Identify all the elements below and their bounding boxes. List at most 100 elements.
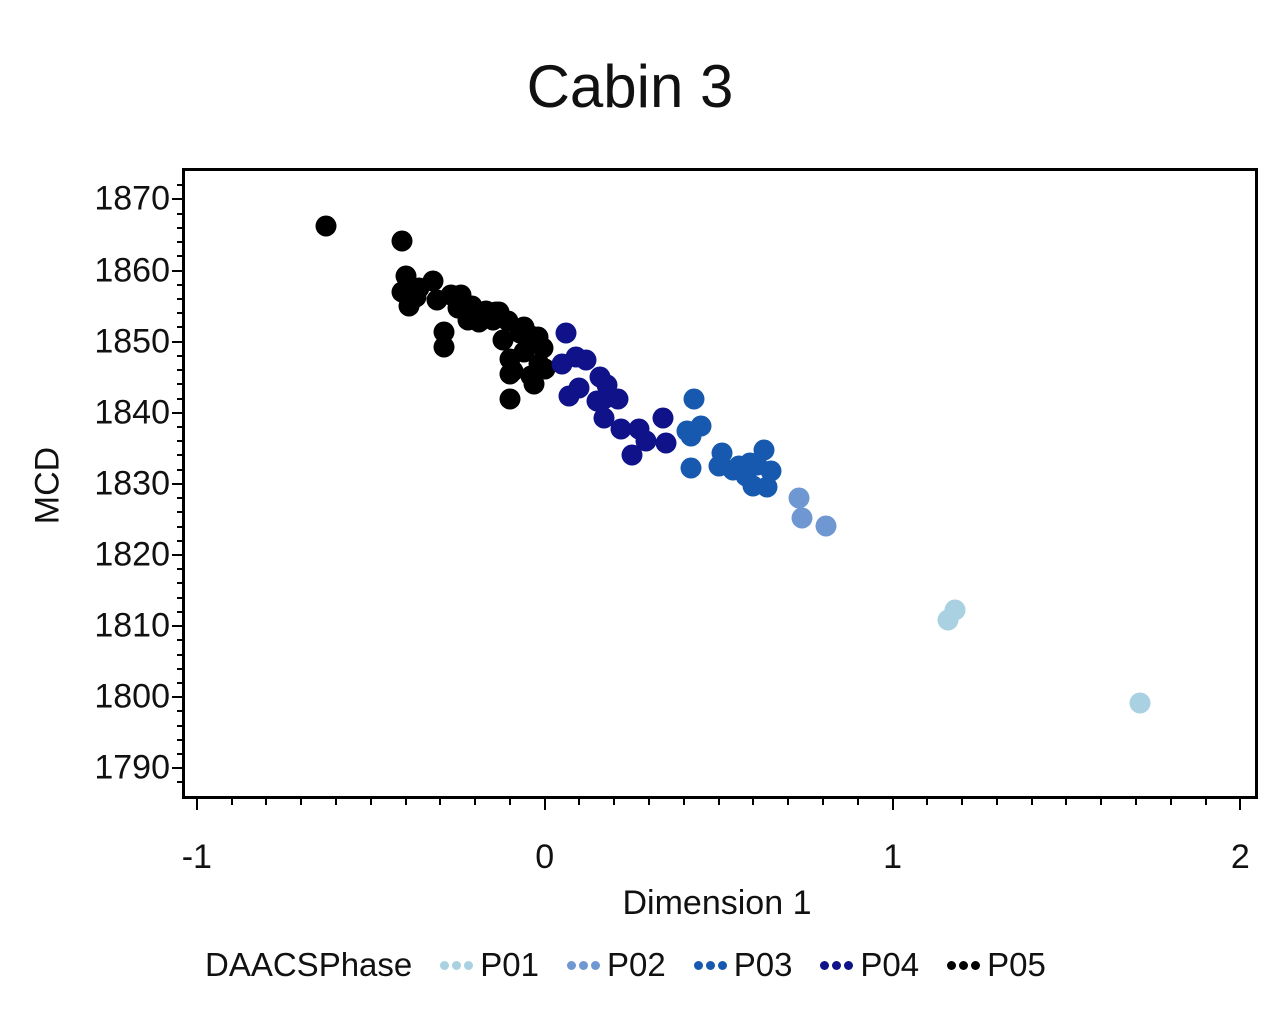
y-axis-minor-tick [177, 440, 185, 443]
x-axis-tick [1239, 796, 1242, 810]
y-axis-tick-label: 1800 [94, 677, 170, 716]
scatter-point-p04 [575, 349, 597, 371]
legend-marker-dot [844, 960, 854, 970]
x-axis-minor-tick [613, 796, 616, 805]
scatter-point-p03 [742, 475, 764, 497]
legend-entry-p02: P02 [566, 946, 666, 984]
scatter-point-p03 [680, 457, 702, 478]
x-axis-title: Dimension 1 [622, 884, 812, 922]
legend: DAACSPhase P01 P02 P03 P04 P05 [205, 946, 1046, 984]
legend-title: DAACSPhase [205, 946, 413, 983]
y-axis-minor-tick [177, 397, 185, 400]
y-axis-minor-tick [177, 639, 185, 642]
y-axis-minor-tick [177, 425, 185, 428]
legend-marker-p01 [440, 960, 474, 970]
chart-title: Cabin 3 [526, 53, 734, 120]
y-axis-minor-tick [177, 255, 185, 258]
scatter-point-p05 [532, 337, 554, 359]
legend-marker-dot [566, 960, 576, 970]
legend-label: P01 [480, 946, 539, 983]
scatter-point-p04 [610, 418, 632, 440]
y-axis-minor-tick [177, 241, 185, 244]
y-axis-minor-tick [177, 582, 185, 585]
scatter-point-p05 [523, 373, 545, 395]
y-axis-minor-tick [177, 212, 185, 215]
x-axis-minor-tick [1030, 796, 1033, 805]
x-axis-minor-tick [439, 796, 442, 805]
legend-marker-dot [832, 960, 842, 970]
x-axis-minor-tick [1100, 796, 1103, 805]
legend-marker-dot [971, 960, 981, 970]
x-axis-minor-tick [334, 796, 337, 805]
x-axis-minor-tick [961, 796, 964, 805]
x-axis-tick [543, 796, 546, 810]
scatter-point-p04 [555, 322, 577, 344]
y-axis-tick [172, 696, 185, 699]
y-axis-tick-label: 1860 [94, 251, 170, 290]
x-axis-minor-tick [578, 796, 581, 805]
x-axis-minor-tick [717, 796, 720, 805]
x-axis-minor-tick [821, 796, 824, 805]
scatter-point-p03 [739, 452, 761, 474]
y-axis-minor-tick [177, 568, 185, 571]
x-axis-minor-tick [752, 796, 755, 805]
y-axis-tick [172, 269, 185, 272]
y-axis-tick-label: 1870 [94, 179, 170, 218]
y-axis-title: MCD [28, 446, 67, 525]
y-axis-minor-tick [177, 781, 185, 784]
y-axis-minor-tick [177, 610, 185, 613]
x-axis-minor-tick [265, 796, 268, 805]
scatter-point-p04 [652, 407, 674, 429]
y-axis-tick [172, 411, 185, 414]
legend-marker-dot [693, 960, 703, 970]
y-axis-minor-tick [177, 667, 185, 670]
legend-marker-dot [717, 960, 727, 970]
x-axis-tick-label: 2 [1230, 838, 1250, 876]
y-axis-minor-tick [177, 724, 185, 727]
scatter-point-p02 [791, 507, 813, 529]
scatter-point-p03 [676, 420, 698, 442]
x-axis-minor-tick [995, 796, 998, 805]
x-axis-minor-tick [369, 796, 372, 805]
x-axis-minor-tick [926, 796, 929, 805]
scatter-point-p02 [788, 487, 810, 509]
y-axis-minor-tick [177, 283, 185, 286]
x-axis-minor-tick [474, 796, 477, 805]
y-axis-minor-tick [177, 354, 185, 357]
y-axis-minor-tick [177, 539, 185, 542]
y-axis-minor-tick [177, 596, 185, 599]
legend-marker-p02 [566, 960, 600, 970]
y-axis-minor-tick [177, 681, 185, 684]
legend-marker-dot [820, 960, 830, 970]
y-axis-minor-tick [177, 326, 185, 329]
scatter-point-p05 [422, 270, 444, 292]
scatter-point-p02 [815, 515, 837, 537]
scatter-point-p05 [433, 336, 455, 358]
y-axis-tick [172, 198, 185, 201]
scatter-point-p04 [655, 432, 677, 454]
scatter-point-p05 [391, 230, 413, 252]
scatter-point-p04 [586, 390, 608, 412]
scatter-point-p05 [492, 329, 514, 350]
y-axis-minor-tick [177, 525, 185, 528]
scatter-point-p05 [499, 363, 521, 385]
legend-marker-p04 [820, 960, 854, 970]
scatter-point-p01 [944, 599, 966, 621]
y-axis-tick [172, 625, 185, 628]
y-axis-minor-tick [177, 297, 185, 300]
y-axis-minor-tick [177, 184, 185, 187]
legend-marker-dot [578, 960, 588, 970]
y-axis-minor-tick [177, 468, 185, 471]
x-axis-tick-label: 1 [883, 838, 902, 876]
legend-entry-p04: P04 [820, 946, 919, 984]
x-axis-tick [195, 796, 198, 810]
y-axis-minor-tick [177, 226, 185, 229]
y-axis-minor-tick [177, 710, 185, 713]
scatter-point-p05 [534, 358, 556, 380]
y-axis-minor-tick [177, 497, 185, 500]
y-axis-minor-tick [177, 653, 185, 656]
scatter-point-p05 [315, 215, 337, 237]
y-axis-tick [172, 340, 185, 343]
y-axis-tick-label: 1840 [94, 393, 170, 432]
